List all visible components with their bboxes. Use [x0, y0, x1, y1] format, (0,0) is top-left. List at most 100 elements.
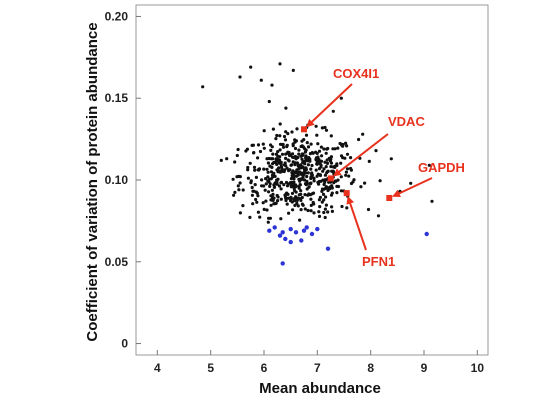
- data-point: [378, 179, 382, 183]
- data-point: [238, 211, 242, 215]
- data-point: [311, 151, 315, 155]
- data-point: [246, 168, 250, 172]
- data-point: [344, 141, 348, 145]
- data-point: [367, 159, 371, 163]
- data-point: [281, 145, 286, 149]
- data-point: [305, 179, 309, 183]
- data-point: [249, 65, 253, 69]
- data-point: [300, 202, 304, 206]
- data-point: [273, 182, 277, 186]
- data-point: [294, 190, 298, 194]
- data-point: [275, 182, 279, 186]
- data-point: [253, 183, 257, 187]
- data-point: [351, 180, 355, 184]
- data-point: [296, 164, 301, 168]
- data-point: [311, 200, 315, 205]
- data-point: [343, 156, 347, 160]
- data-point: [266, 161, 270, 165]
- data-point: [254, 175, 258, 179]
- data-point: [296, 204, 300, 208]
- data-point: [292, 180, 296, 184]
- low-cv-point: [299, 238, 304, 243]
- annotation-label: PFN1: [362, 254, 395, 269]
- data-point: [289, 197, 293, 201]
- data-point: [287, 211, 291, 215]
- data-point: [286, 158, 290, 162]
- data-point: [366, 207, 371, 212]
- data-point: [294, 157, 298, 161]
- data-point: [235, 153, 239, 158]
- x-axis: 4 5 6 7 8 9 10: [154, 350, 484, 375]
- data-point: [249, 179, 253, 183]
- data-point: [331, 170, 335, 174]
- data-point: [263, 188, 267, 192]
- data-point: [284, 196, 288, 200]
- data-point: [303, 193, 307, 197]
- data-point: [269, 203, 273, 207]
- data-point: [290, 130, 294, 134]
- y-axis-title: Coefficient of variation of protein abun…: [84, 22, 101, 341]
- data-point: [294, 195, 298, 199]
- data-point: [248, 215, 252, 219]
- data-point: [430, 199, 434, 203]
- plot-frame: [135, 4, 489, 356]
- data-point: [314, 168, 318, 172]
- data-point: [276, 199, 280, 203]
- x-tick-label: 10: [471, 361, 485, 375]
- data-point: [325, 147, 329, 151]
- data-point: [278, 62, 282, 66]
- data-point: [298, 197, 302, 201]
- data-point: [262, 184, 266, 188]
- data-point: [304, 133, 309, 137]
- data-point: [312, 176, 316, 180]
- data-point: [320, 126, 324, 130]
- data-point: [282, 134, 287, 139]
- y-tick-label: 0.10: [105, 173, 129, 187]
- data-point: [289, 183, 293, 188]
- data-point: [201, 85, 205, 89]
- data-point: [262, 129, 266, 133]
- data-point: [326, 210, 330, 214]
- data-point: [284, 152, 288, 156]
- data-point: [331, 165, 335, 169]
- data-point: [241, 188, 245, 192]
- data-point: [275, 133, 279, 138]
- data-point: [279, 160, 283, 164]
- data-point: [318, 160, 322, 164]
- data-point: [256, 143, 261, 147]
- data-point: [283, 168, 287, 172]
- data-point: [271, 127, 275, 131]
- data-point: [248, 161, 252, 165]
- data-point: [409, 181, 413, 185]
- data-point: [309, 203, 313, 207]
- data-point: [279, 181, 283, 185]
- data-point: [323, 160, 327, 164]
- data-point: [339, 154, 344, 158]
- data-point: [309, 197, 313, 201]
- data-point: [278, 170, 282, 174]
- data-point: [278, 142, 283, 146]
- data-point: [293, 163, 297, 167]
- data-point: [267, 99, 271, 104]
- data-point: [237, 188, 241, 192]
- data-point: [269, 143, 273, 147]
- data-point: [276, 195, 280, 199]
- data-point: [233, 190, 237, 194]
- low-cv-point: [293, 230, 299, 235]
- data-point: [287, 169, 291, 173]
- data-point: [301, 175, 305, 179]
- data-point: [335, 191, 339, 195]
- data-point: [295, 201, 299, 205]
- data-point: [345, 152, 350, 156]
- data-point: [267, 156, 271, 161]
- data-point: [340, 204, 344, 209]
- data-point: [298, 170, 302, 174]
- data-point: [308, 182, 313, 186]
- data-point: [258, 149, 263, 154]
- data-point: [236, 184, 240, 188]
- data-point: [266, 220, 270, 224]
- data-point: [345, 167, 350, 171]
- data-point: [277, 184, 282, 188]
- data-point: [324, 203, 328, 207]
